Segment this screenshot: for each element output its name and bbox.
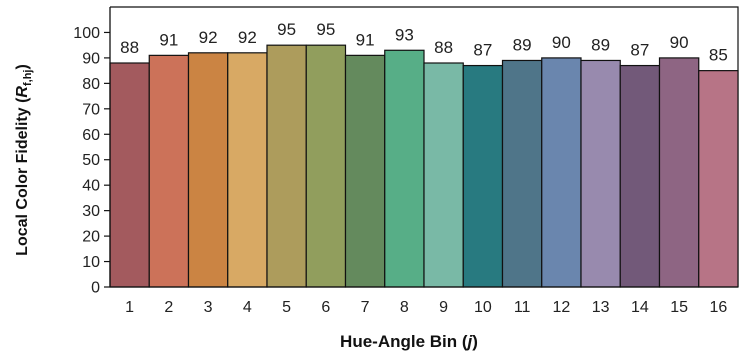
bar-7	[346, 55, 385, 287]
x-tick-label: 2	[164, 299, 173, 316]
bar-3	[189, 53, 228, 287]
bar-4	[228, 53, 267, 287]
data-label-9: 88	[434, 38, 453, 57]
bar-11	[503, 60, 542, 287]
y-tick-label: 20	[82, 229, 100, 246]
bars-layer	[110, 45, 738, 287]
x-tick-label: 15	[670, 299, 688, 316]
y-tick-label: 0	[91, 280, 100, 297]
y-axis-title-close: )	[14, 64, 31, 69]
data-label-13: 89	[591, 35, 610, 54]
x-tick-label: 8	[400, 299, 409, 316]
data-label-7: 91	[356, 30, 375, 49]
x-tick-label: 11	[514, 299, 531, 316]
bar-6	[306, 45, 345, 287]
y-tick-label: 70	[82, 101, 100, 118]
data-label-1: 88	[120, 38, 139, 57]
data-label-6: 95	[316, 20, 335, 39]
y-axis-title-text: Local Color Fidelity (	[14, 97, 31, 256]
bar-5	[267, 45, 306, 287]
data-label-3: 92	[199, 28, 218, 47]
bar-8	[385, 50, 424, 287]
data-label-8: 93	[395, 25, 414, 44]
data-label-16: 85	[709, 46, 728, 65]
y-tick-label: 90	[82, 50, 100, 67]
data-label-4: 92	[238, 28, 257, 47]
x-axis-title-text: Hue-Angle Bin (	[340, 332, 468, 351]
bar-2	[149, 55, 188, 287]
y-tick-label: 30	[82, 203, 100, 220]
x-tick-label: 5	[282, 299, 291, 316]
x-tick-label: 1	[125, 299, 134, 316]
bar-16	[699, 71, 738, 287]
y-tick-label: 10	[82, 254, 100, 271]
data-label-10: 87	[473, 41, 492, 60]
y-tick-label: 80	[82, 76, 100, 93]
x-tick-label: 7	[361, 299, 370, 316]
y-tick-label: 60	[82, 127, 100, 144]
bar-9	[424, 63, 463, 287]
data-label-11: 89	[513, 35, 532, 54]
x-tick-label: 4	[243, 299, 252, 316]
data-label-14: 87	[630, 41, 649, 60]
data-label-2: 91	[159, 30, 178, 49]
data-label-15: 90	[670, 33, 689, 52]
y-axis-title-subscript: f,hj	[22, 70, 34, 87]
data-label-12: 90	[552, 33, 571, 52]
bar-13	[581, 60, 620, 287]
x-tick-label: 16	[709, 299, 727, 316]
x-tick-label: 12	[552, 299, 570, 316]
bar-14	[620, 66, 659, 287]
bar-15	[660, 58, 699, 287]
x-tick-label: 10	[474, 299, 492, 316]
x-axis-title-close: )	[472, 332, 478, 351]
y-axis: 0 10 20 30 40 50 60 70 80 90 100	[73, 7, 110, 297]
x-axis: 1 2 3 4 5 6 7 8 9 10 11 12 13 14 15 16	[110, 287, 738, 316]
y-axis-title-variable: R	[14, 86, 31, 98]
y-tick-label: 50	[82, 152, 100, 169]
x-tick-label: 6	[321, 299, 330, 316]
bar-10	[463, 66, 502, 287]
y-tick-label: 40	[82, 178, 100, 195]
bar-1	[110, 63, 149, 287]
x-axis-title: Hue-Angle Bin (j)	[340, 332, 478, 351]
x-tick-label: 13	[592, 299, 610, 316]
x-tick-label: 14	[631, 299, 649, 316]
x-tick-label: 3	[204, 299, 213, 316]
bar-12	[542, 58, 581, 287]
x-tick-label: 9	[439, 299, 448, 316]
data-label-5: 95	[277, 20, 296, 39]
y-axis-title: Local Color Fidelity (Rf,hj)	[14, 64, 34, 256]
y-tick-label: 100	[73, 25, 100, 42]
